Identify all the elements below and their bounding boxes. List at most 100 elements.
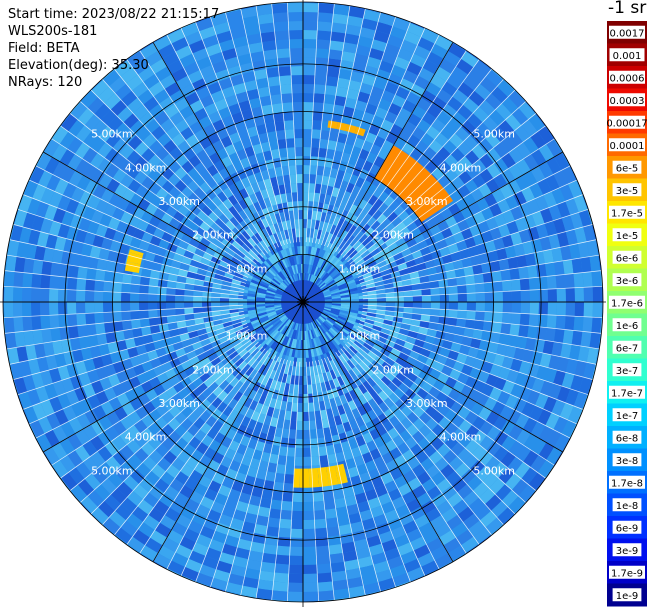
data-cell (553, 451, 563, 466)
data-cell (321, 323, 329, 332)
data-cell (511, 290, 521, 302)
data-cell (275, 291, 285, 296)
data-cell (323, 499, 336, 510)
data-cell (456, 352, 468, 364)
data-cell (231, 367, 242, 378)
data-cell (546, 429, 562, 447)
data-cell (424, 568, 440, 577)
data-cell (303, 447, 312, 458)
data-cell (280, 344, 287, 355)
data-cell (141, 360, 154, 373)
data-cell (478, 339, 490, 352)
data-cell (322, 293, 332, 297)
data-cell (151, 464, 166, 479)
data-cell (395, 221, 407, 233)
data-cell (4, 286, 14, 302)
data-cell (348, 345, 358, 355)
data-cell (40, 288, 50, 302)
data-cell (476, 197, 490, 212)
data-cell (360, 268, 371, 276)
data-cell (345, 134, 357, 147)
data-cell (392, 343, 404, 352)
data-cell (231, 318, 242, 325)
data-cell (285, 327, 292, 337)
data-cell (263, 335, 272, 344)
data-cell (265, 434, 275, 445)
data-cell (334, 497, 347, 509)
data-cell (464, 410, 479, 425)
data-cell (103, 291, 113, 302)
data-cell (320, 288, 330, 294)
data-cell (238, 295, 248, 300)
data-cell (250, 334, 260, 343)
data-cell (537, 126, 554, 145)
data-cell (413, 376, 426, 388)
data-cell (233, 401, 244, 413)
data-cell (254, 271, 264, 279)
data-cell (361, 236, 372, 247)
data-cell (479, 420, 494, 436)
data-cell (425, 125, 441, 140)
data-cell (171, 457, 186, 472)
data-cell (553, 260, 565, 276)
data-cell (431, 96, 448, 112)
data-cell (220, 302, 230, 307)
data-cell (100, 477, 118, 495)
data-cell (382, 343, 393, 353)
data-cell (452, 552, 467, 562)
data-cell (173, 381, 185, 394)
data-cell (191, 512, 208, 526)
data-cell (433, 256, 445, 267)
data-cell (61, 210, 75, 227)
data-cell (413, 544, 431, 559)
data-cell (473, 527, 492, 544)
data-cell (126, 150, 141, 165)
data-cell (98, 415, 113, 431)
data-cell (397, 48, 414, 62)
data-cell (312, 392, 319, 403)
data-cell (540, 207, 554, 224)
data-cell (329, 552, 345, 564)
data-cell (104, 147, 120, 164)
data-cell (313, 509, 326, 520)
data-cell (307, 273, 311, 283)
data-cell (466, 113, 483, 129)
data-cell (347, 193, 358, 204)
data-cell (271, 490, 284, 501)
data-cell (393, 387, 405, 399)
data-cell (321, 175, 330, 186)
data-cell (264, 324, 274, 332)
data-cell (495, 103, 512, 120)
data-cell (409, 382, 422, 394)
data-cell (394, 291, 404, 298)
data-cell (329, 359, 337, 370)
data-cell (455, 393, 469, 407)
data-cell (314, 327, 321, 337)
data-cell (67, 153, 83, 171)
data-cell (314, 356, 320, 366)
data-cell (237, 331, 247, 339)
data-cell (176, 370, 189, 382)
data-cell (434, 35, 453, 51)
data-cell (335, 451, 346, 463)
data-cell (374, 339, 385, 348)
data-cell (320, 409, 328, 420)
data-cell (306, 273, 310, 283)
data-cell (281, 428, 290, 439)
data-cell (313, 266, 319, 276)
data-cell (167, 560, 186, 576)
data-cell (229, 335, 239, 344)
data-cell (291, 510, 303, 520)
data-cell (387, 73, 403, 87)
data-cell (314, 183, 322, 194)
data-cell (217, 228, 228, 239)
data-cell (381, 51, 398, 65)
data-cell (32, 184, 47, 202)
data-cell (315, 279, 323, 288)
data-cell (296, 321, 300, 331)
data-cell (318, 400, 326, 411)
data-cell (330, 309, 340, 314)
data-cell (175, 302, 185, 309)
data-cell (256, 297, 266, 301)
data-cell (317, 326, 324, 335)
